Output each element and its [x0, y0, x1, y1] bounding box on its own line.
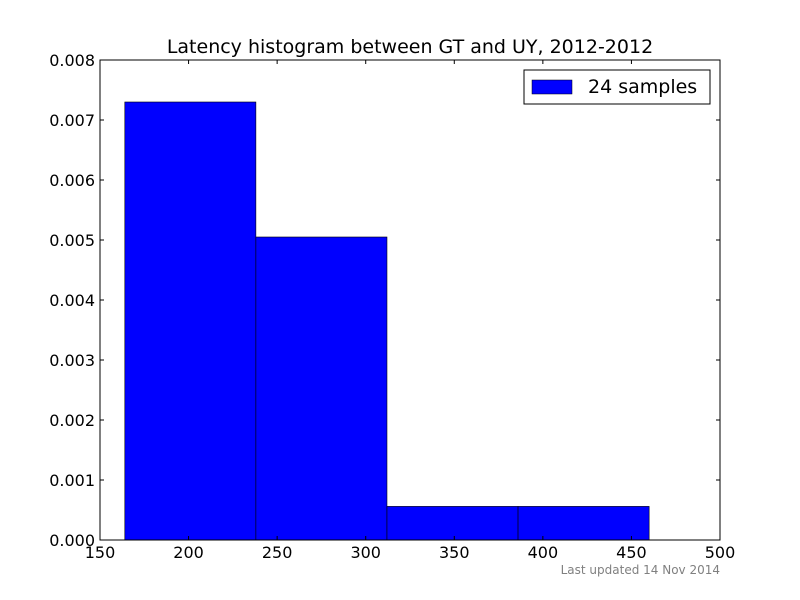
x-tick-label-2: 250	[262, 543, 293, 562]
x-tick-label-7: 500	[705, 543, 736, 562]
plot-frame	[99, 59, 721, 541]
y-tick-label-6: 0.006	[49, 171, 95, 190]
histogram-bar-2	[255, 236, 388, 541]
y-axis: 0.000 0.001 0.002 0.003 0.004 0.005 0.006 0.007…	[49, 51, 720, 550]
x-axis: 150 200 250 300 350 400 450 500	[85, 60, 736, 562]
x-tick-label-4: 350	[439, 543, 470, 562]
y-tick-label-7: 0.007	[49, 111, 95, 130]
legend-label: 24 samples	[588, 76, 697, 98]
y-tick-label-2: 0.002	[49, 411, 95, 430]
x-tick-label-6: 450	[616, 543, 647, 562]
y-tick-label-1: 0.001	[49, 471, 95, 490]
y-tick-label-8: 0.008	[49, 51, 95, 70]
histogram-bar-3	[386, 506, 519, 541]
x-tick-label-5: 400	[528, 543, 559, 562]
y-tick-label-0: 0.000	[49, 531, 95, 550]
y-tick-label-5: 0.005	[49, 231, 95, 250]
histogram-bar-4	[517, 506, 650, 541]
histogram-bar-1	[124, 101, 257, 541]
y-tick-label-4: 0.004	[49, 291, 95, 310]
legend: 24 samples	[523, 69, 711, 105]
x-tick-label-3: 300	[350, 543, 381, 562]
last-updated-note: Last updated 14 Nov 2014	[561, 563, 720, 577]
bars-group	[124, 101, 650, 541]
legend-swatch	[531, 79, 573, 95]
x-tick-label-0: 150	[85, 543, 116, 562]
x-tick-label-1: 200	[173, 543, 204, 562]
y-tick-label-3: 0.003	[49, 351, 95, 370]
chart-title: Latency histogram between GT and UY, 201…	[167, 36, 653, 58]
